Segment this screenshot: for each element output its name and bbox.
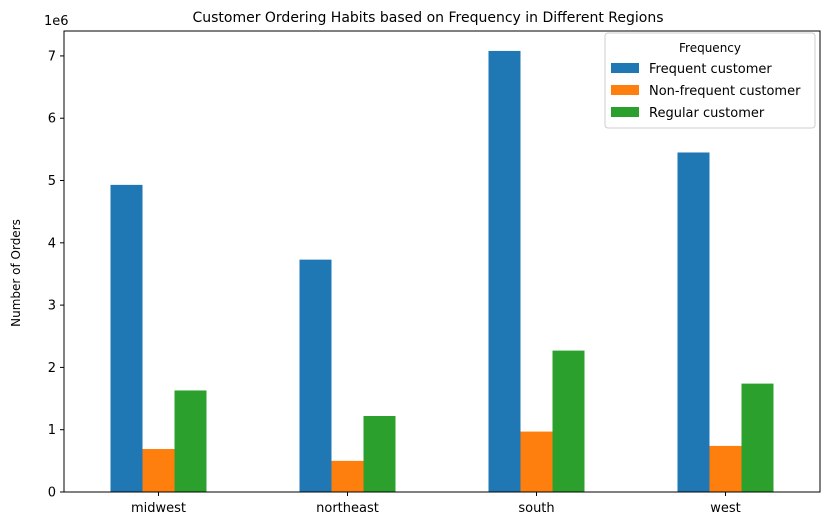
legend: Frequency Frequent customer Non-frequent … [604,32,816,129]
x-tick-label: midwest [131,501,186,516]
bar-northeast-frequent-customer [299,259,332,492]
bar-south-non-frequent-customer [520,431,553,492]
bar-west-non-frequent-customer [709,445,742,492]
y-tick-label: 2 [48,361,56,376]
y-axis: 0 1 2 3 4 5 6 7 [48,49,64,501]
y-tick-label: 7 [48,49,56,64]
y-axis-offset-label: 1e6 [44,14,69,29]
bar-south-frequent-customer [488,50,521,493]
bar-midwest-frequent-customer [110,184,143,492]
bar-west-frequent-customer [677,152,710,492]
legend-box [604,32,816,129]
legend-label-non-frequent-customer: Non-frequent customer [649,84,801,99]
bar-south-regular-customer [552,350,585,492]
y-axis-label: Number of Orders [9,219,23,327]
y-tick-label: 4 [48,236,56,251]
y-tick-label: 5 [48,174,56,189]
bar-midwest-non-frequent-customer [142,449,175,492]
x-axis: midwest northeast south west [131,492,741,516]
y-tick-label: 3 [48,299,56,314]
bar-west-regular-customer [741,383,774,492]
legend-title: Frequency [679,41,741,55]
x-tick-label: south [518,501,554,516]
legend-swatch-regular-customer [611,107,639,117]
bar-northeast-non-frequent-customer [331,460,364,492]
legend-swatch-frequent-customer [611,63,639,73]
bar-northeast-regular-customer [363,415,396,492]
y-tick-label: 1 [48,423,56,438]
x-tick-label: west [710,501,741,516]
plot-frame [63,30,821,493]
bar-midwest-regular-customer [174,390,207,492]
legend-label-regular-customer: Regular customer [649,106,765,121]
y-tick-label: 6 [48,112,56,127]
x-tick-label: northeast [316,501,379,516]
bars-layer [110,50,774,493]
y-tick-label: 0 [48,486,56,501]
chart-title: Customer Ordering Habits based on Freque… [192,10,663,26]
legend-swatch-non-frequent-customer [611,85,639,95]
legend-label-frequent-customer: Frequent customer [649,62,772,77]
